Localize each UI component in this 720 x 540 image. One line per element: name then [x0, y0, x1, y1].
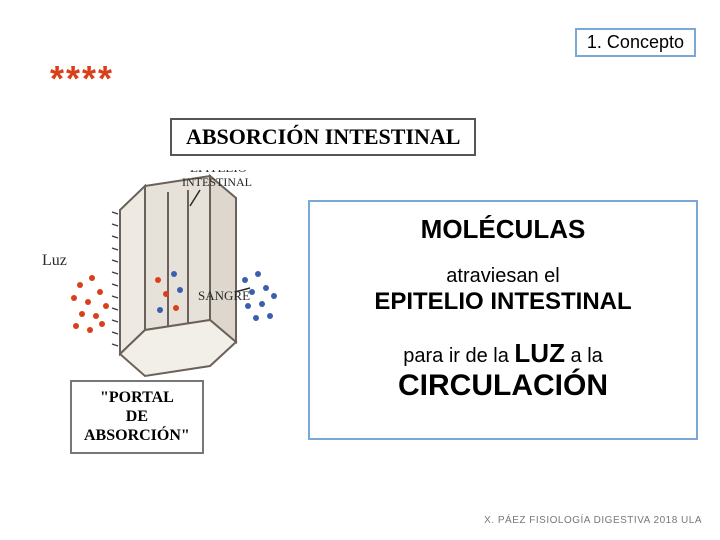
portal-line2: DE [84, 407, 190, 426]
slide-footer: X. PÁEZ FISIOLOGÍA DIGESTIVA 2018 ULA [484, 515, 702, 526]
emphasis-stars: **** [50, 58, 114, 100]
section-tag: 1. Concepto [575, 28, 696, 57]
def-circulacion: CIRCULACIÓN [310, 369, 696, 403]
slide-title: ABSORCIÓN INTESTINAL [170, 118, 476, 156]
diagram-label-intestinal: INTESTINAL [182, 175, 252, 189]
def-moleculas: MOLÉCULAS [310, 214, 696, 245]
portal-line1: "PORTAL [84, 388, 190, 407]
def-luz-line: para ir de la LUZ a la [310, 338, 696, 369]
portal-line3: ABSORCIÓN" [84, 426, 190, 445]
def-atraviesan: atraviesan el [310, 265, 696, 288]
portal-caption-box: "PORTAL DE ABSORCIÓN" [70, 380, 204, 454]
molecule-dots-red [71, 275, 109, 333]
absorption-diagram: EPITELIO INTESTINAL Luz SANGRE [40, 170, 300, 400]
definition-box: MOLÉCULAS atraviesan el EPITELIO INTESTI… [308, 200, 698, 440]
def-epitelio: EPITELIO INTESTINAL [310, 288, 696, 316]
def-ala: a la [565, 345, 603, 367]
def-para: para ir de la [403, 345, 514, 367]
def-luz: LUZ [514, 338, 565, 368]
diagram-label-luz: Luz [42, 252, 67, 269]
